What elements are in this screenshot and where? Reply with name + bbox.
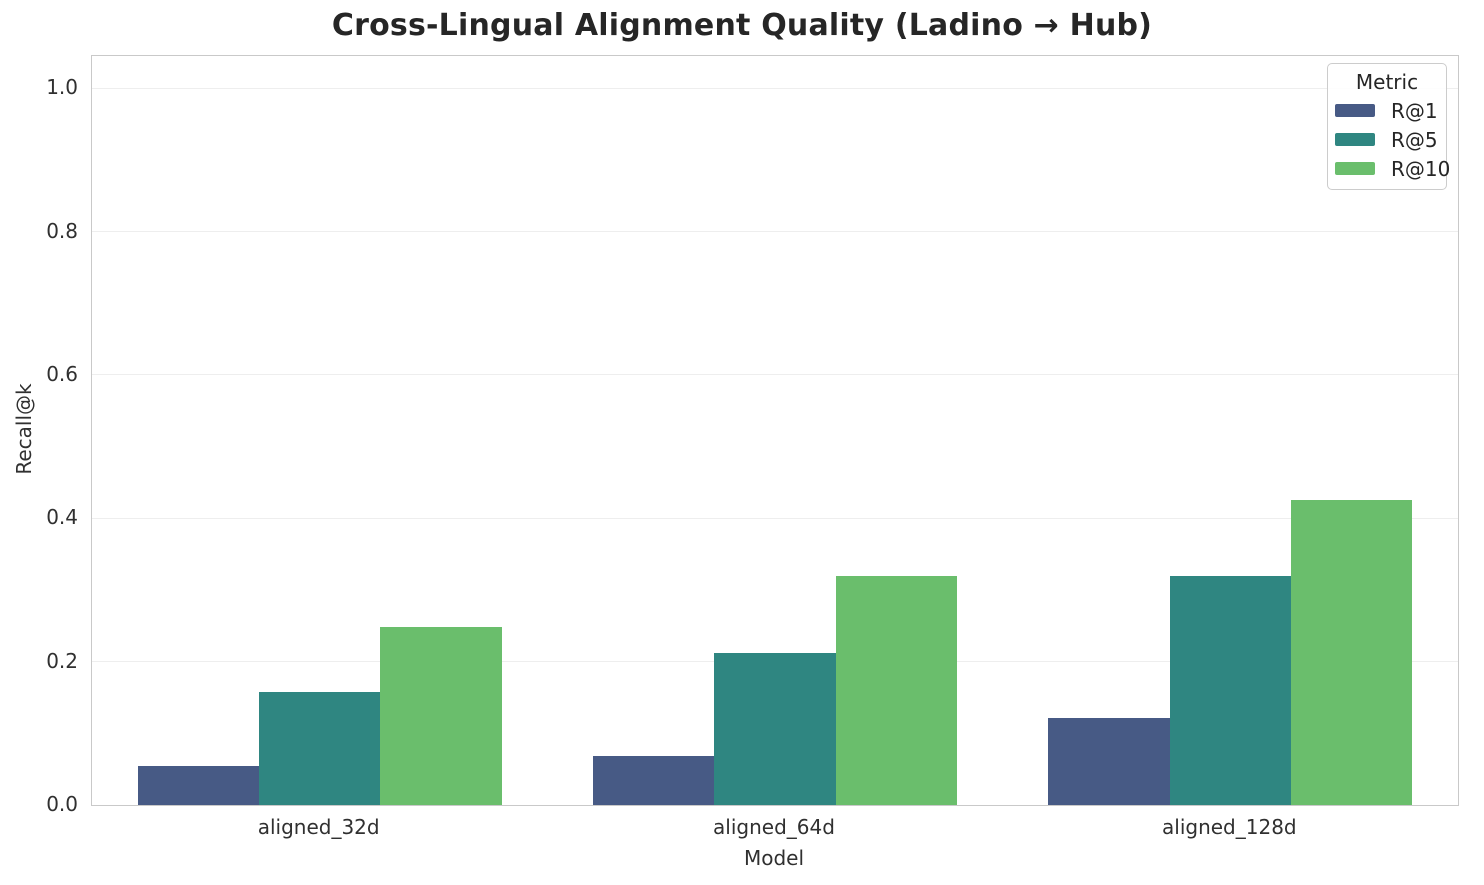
y-tick-label: 0.8 (46, 218, 78, 243)
y-tick-label: 0.6 (46, 361, 78, 386)
legend-items: R@1 R@5 R@10 (1328, 96, 1450, 183)
bar-aligned_32d-R@10 (380, 627, 502, 805)
gridline-0.6 (92, 374, 1458, 376)
bar-aligned_128d-R@1 (1048, 717, 1170, 805)
bar-aligned_128d-R@10 (1291, 500, 1413, 805)
legend-item-label: R@10 (1391, 156, 1451, 181)
legend: Metric R@1 R@5 R@10 (1327, 63, 1450, 190)
bar-aligned_64d-R@1 (592, 756, 715, 805)
bar-aligned_128d-R@5 (1169, 575, 1292, 805)
legend-item-label: R@1 (1391, 98, 1438, 123)
bar-aligned_64d-R@10 (835, 575, 958, 805)
legend-item-R@1: R@1 (1328, 96, 1446, 125)
bar-aligned_64d-R@5 (714, 653, 836, 805)
y-tick-label: 0.4 (46, 505, 78, 530)
y-tick-label: 0.0 (46, 792, 78, 816)
legend-item-label: R@5 (1391, 127, 1438, 152)
legend-swatch-icon (1335, 104, 1375, 117)
chart-title: Cross-Lingual Alignment Quality (Ladino … (331, 8, 1153, 43)
bar-aligned_32d-R@1 (137, 765, 259, 805)
x-tick-label-aligned_32d: aligned_32d (257, 815, 380, 839)
legend-title: Metric (1355, 70, 1419, 94)
legend-swatch-icon (1335, 162, 1375, 175)
legend-item-R@10: R@10 (1328, 154, 1450, 183)
legend-swatch-icon (1335, 133, 1375, 146)
bar-aligned_32d-R@5 (258, 691, 381, 805)
gridline-0.4 (92, 517, 1458, 519)
plot-area: Metric R@1 R@5 R@10 (91, 55, 1459, 806)
gridline-0.8 (92, 231, 1458, 233)
x-tick-label-aligned_128d: aligned_128d (1162, 815, 1297, 839)
gridline-1.0 (92, 87, 1458, 89)
y-axis-label: Recall@k (12, 383, 36, 475)
x-tick-label-aligned_64d: aligned_64d (713, 815, 835, 839)
x-axis-label: Model (743, 846, 805, 870)
y-tick-label: 1.0 (46, 75, 78, 100)
legend-item-R@5: R@5 (1328, 125, 1446, 154)
y-tick-label: 0.2 (46, 648, 78, 673)
